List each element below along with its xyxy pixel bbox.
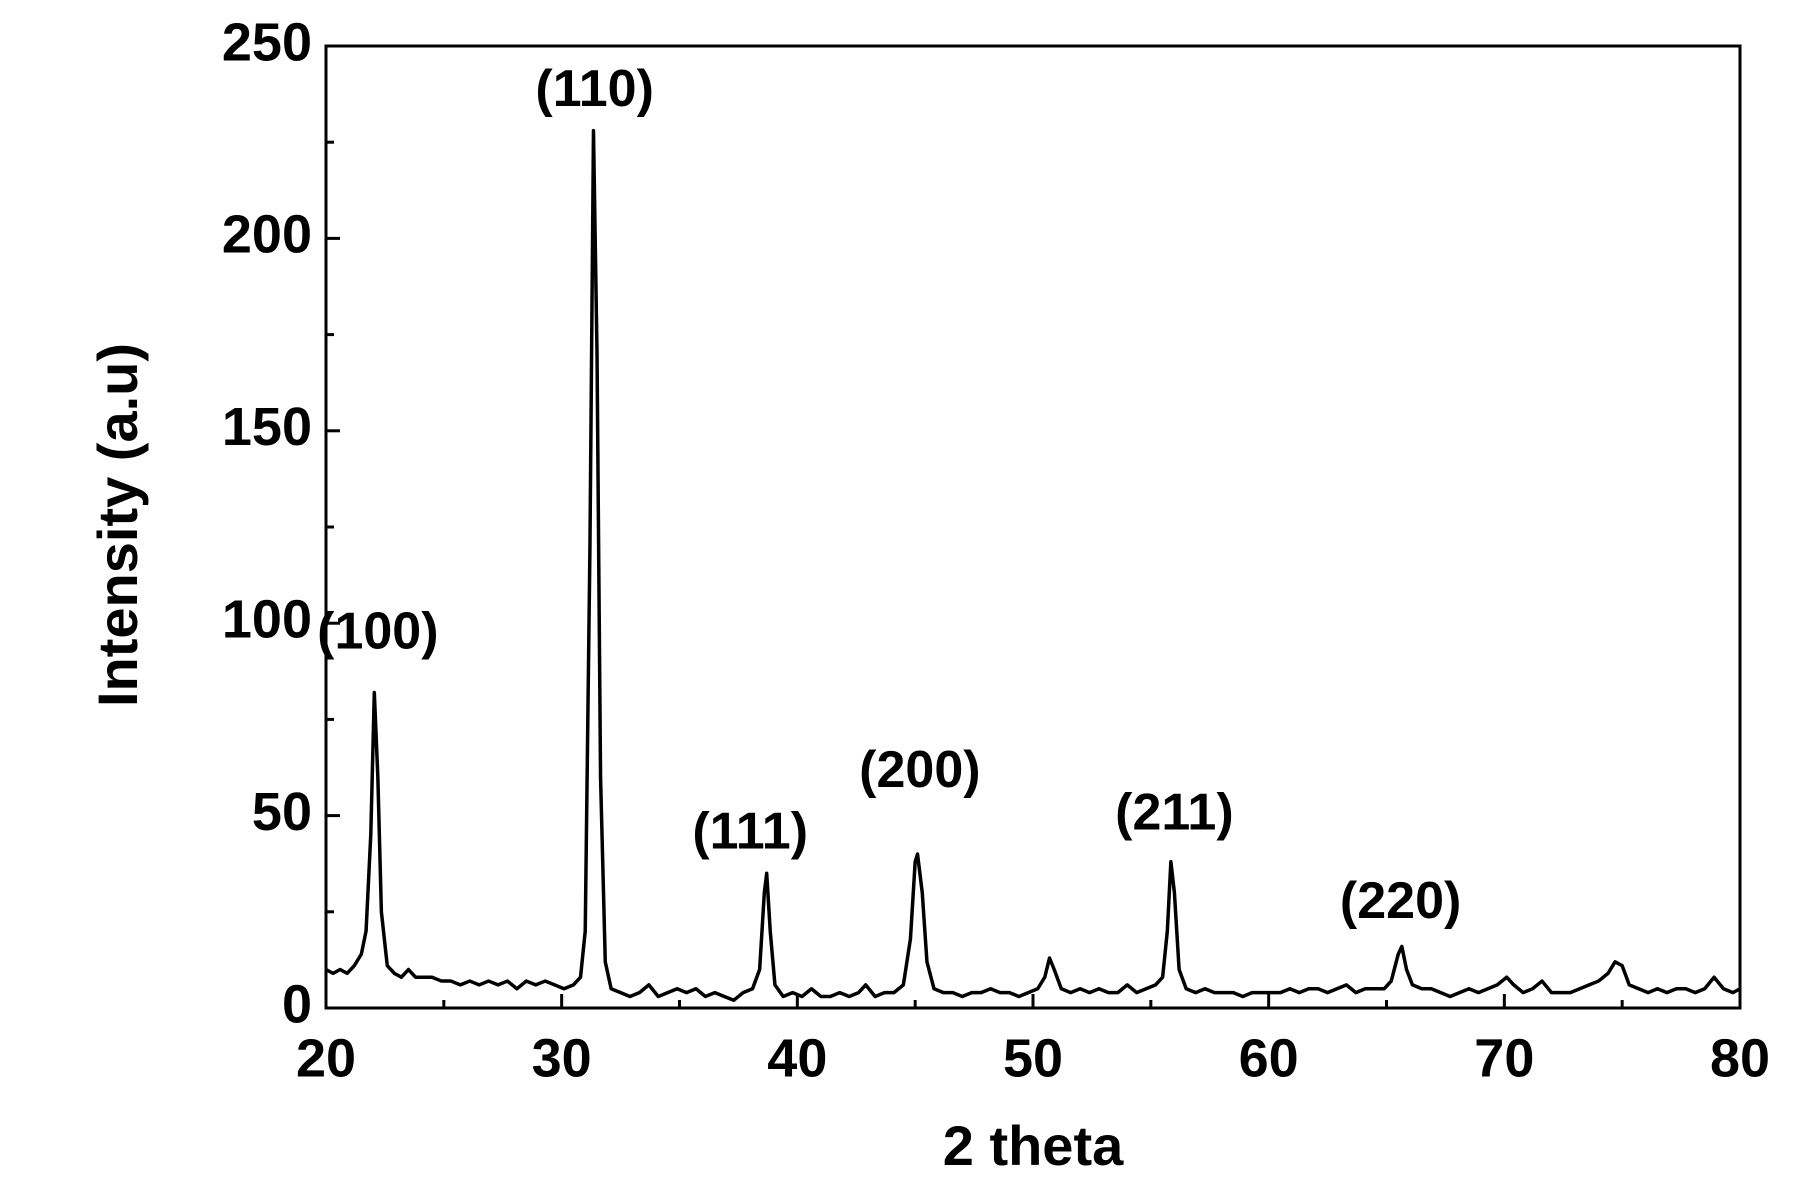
- x-tick-label: 50: [1003, 1028, 1063, 1088]
- x-tick-label: 40: [767, 1028, 827, 1088]
- peak-label: (100): [317, 602, 438, 660]
- y-tick-label: 0: [282, 974, 312, 1034]
- peak-label: (211): [1115, 783, 1234, 841]
- y-tick-label: 200: [222, 205, 312, 265]
- y-tick-label: 150: [222, 397, 312, 457]
- plot-frame: [324, 44, 1742, 1010]
- y-tick-label: 250: [222, 12, 312, 72]
- x-tick-label: 30: [532, 1028, 592, 1088]
- y-tick-label: 50: [252, 782, 312, 842]
- data-line: [325, 128, 1741, 1003]
- peak-label: (111): [692, 803, 808, 861]
- x-tick-label: 80: [1710, 1028, 1770, 1088]
- peak-label: (110): [535, 60, 654, 118]
- peak-label: (220): [1340, 872, 1461, 930]
- x-tick-label: 70: [1474, 1028, 1534, 1088]
- peak-label: (200): [859, 741, 980, 799]
- x-tick-label: 20: [296, 1028, 356, 1088]
- y-axis-title: Intensity (a.u): [86, 343, 149, 707]
- x-axis-title: 2 theta: [943, 1114, 1124, 1177]
- x-tick-label: 60: [1239, 1028, 1299, 1088]
- y-tick-label: 100: [222, 589, 312, 649]
